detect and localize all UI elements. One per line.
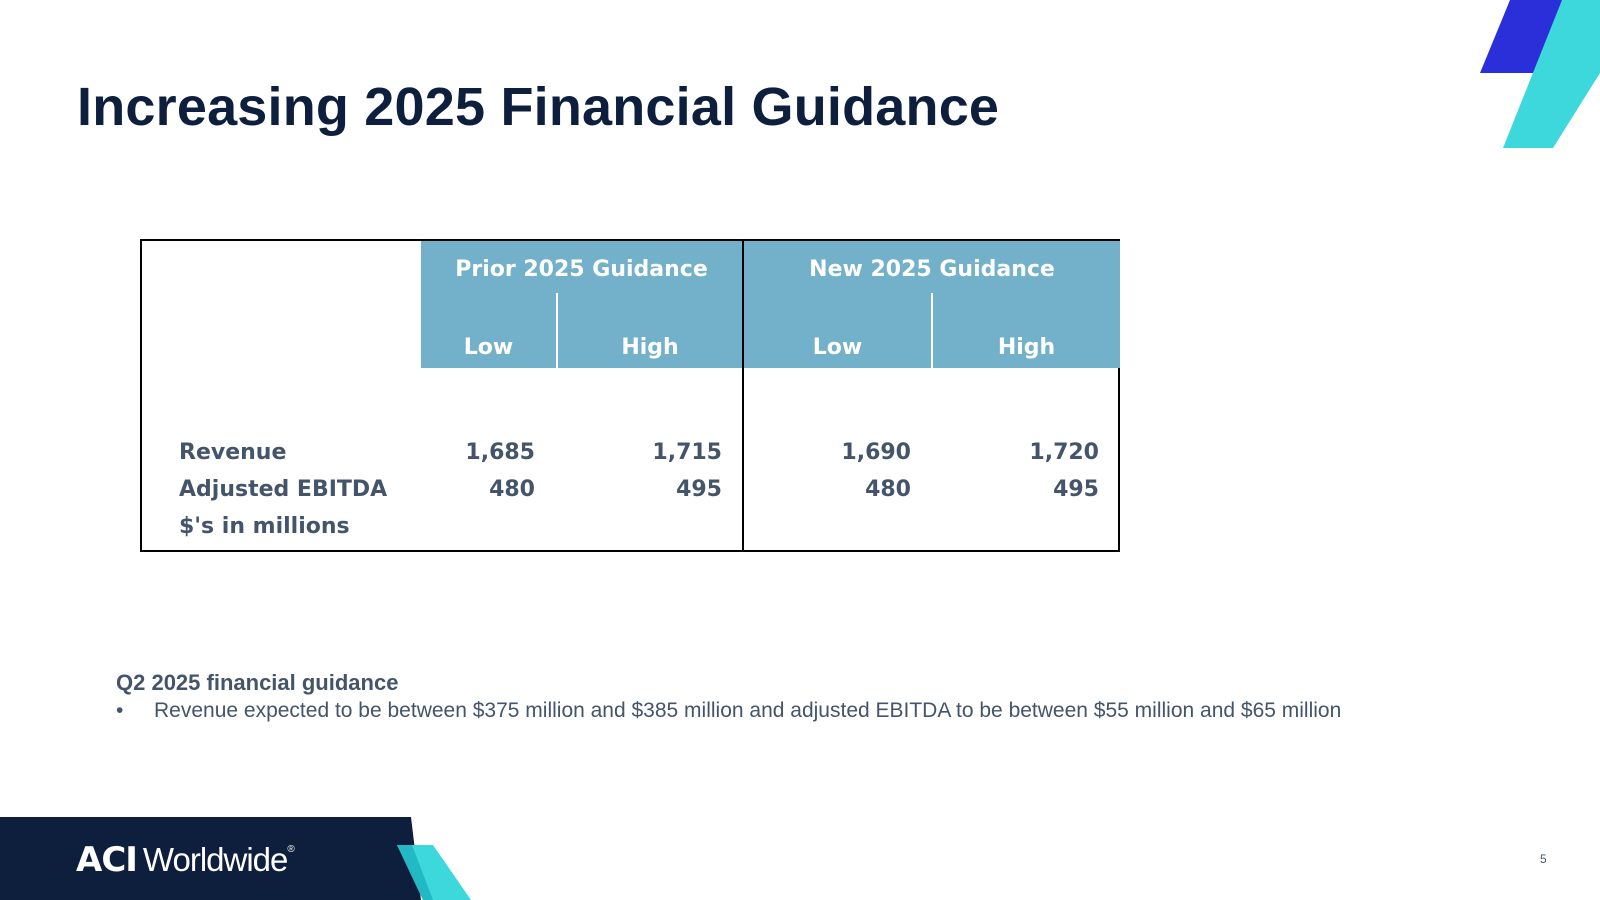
page-title: Increasing 2025 Financial Guidance (77, 77, 1000, 137)
ebitda-new-low: 480 (865, 477, 911, 502)
ebitda-prior-low: 480 (489, 477, 535, 502)
table-header-band (421, 241, 1120, 368)
revenue-prior-high: 1,715 (652, 440, 722, 465)
footer-band (0, 817, 471, 900)
units-note: $'s in millions (179, 514, 350, 539)
footer-teal-dark-shape (397, 845, 433, 900)
bullet-marker: • (116, 699, 124, 722)
ebitda-prior-high: 495 (676, 477, 722, 502)
logo-wordmark: Worldwide (142, 841, 288, 878)
footer-navy-shape (0, 817, 421, 900)
header-prior-guidance: Prior 2025 Guidance (455, 257, 708, 282)
page-number: 5 (1540, 852, 1547, 866)
revenue-new-low: 1,690 (841, 440, 911, 465)
revenue-new-high: 1,720 (1029, 440, 1099, 465)
header-subdivider (931, 293, 933, 368)
q2-guidance-heading: Q2 2025 financial guidance (116, 670, 399, 695)
aci-worldwide-logo: ACI Worldwide ® (76, 840, 295, 880)
revenue-prior-low: 1,685 (465, 440, 535, 465)
header-prior-high: High (621, 335, 679, 360)
header-new-guidance: New 2025 Guidance (809, 257, 1055, 282)
header-prior-low: Low (463, 335, 514, 360)
logo-mark: ACI (76, 840, 138, 880)
row-label-adjusted-ebitda: Adjusted EBITDA (179, 477, 388, 502)
header-new-low: Low (812, 335, 863, 360)
ebitda-new-high: 495 (1053, 477, 1099, 502)
q2-guidance-bullet: • Revenue expected to be between $375 mil… (116, 699, 1341, 723)
header-subdivider (556, 293, 558, 368)
guidance-table: Prior 2025 Guidance New 2025 Guidance Lo… (140, 239, 1120, 552)
accent-teal-shape (1503, 0, 1600, 148)
corner-accent-graphic (1480, 0, 1600, 148)
row-label-revenue: Revenue (179, 440, 287, 465)
header-new-high: High (997, 335, 1056, 360)
q2-guidance-text: Revenue expected to be between $375 mill… (154, 699, 1342, 722)
registered-mark: ® (287, 844, 295, 855)
group-divider (742, 241, 744, 552)
